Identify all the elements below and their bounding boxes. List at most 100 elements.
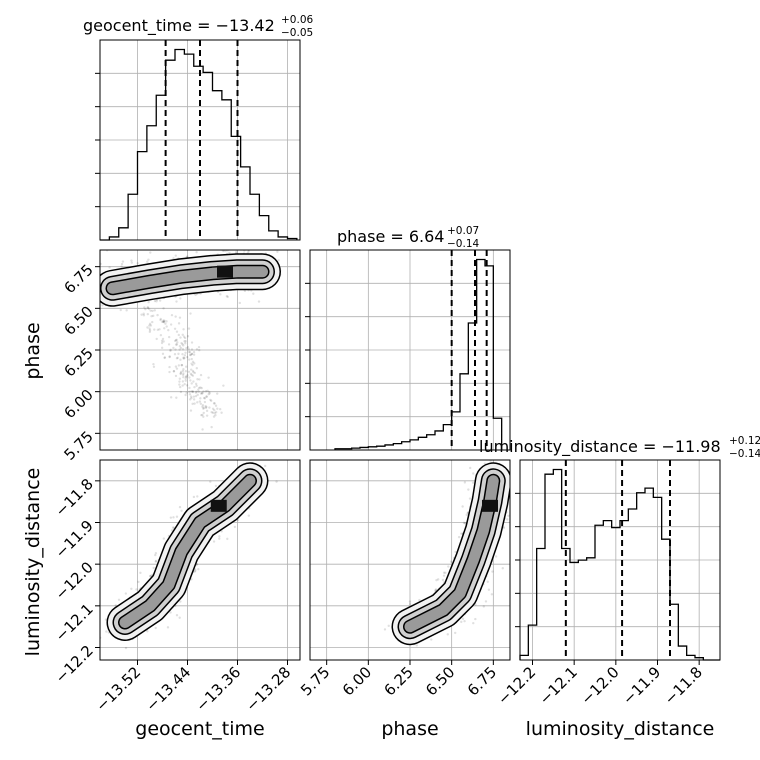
scatter-point [172,370,176,373]
xtick-label-geocent_time-0: −13.52 [92,663,144,715]
scatter-point [174,365,178,368]
scatter-point [188,390,191,394]
scatter-point [203,400,207,404]
scatter-point [181,380,185,383]
scatter-point [163,356,167,359]
scatter-point [238,301,241,305]
ytick-label-luminosity_distance-0: −12.2 [52,642,97,687]
scatter-point [195,384,198,387]
scatter-point [184,340,187,343]
scatter-point [139,571,142,575]
scatter-point [437,578,440,581]
scatter-point [192,371,195,374]
scatter-point [199,402,203,405]
scatter-point [161,320,165,324]
scatter-point [174,338,178,342]
scatter-point [193,570,196,573]
scatter-point [190,341,194,344]
scatter-point [193,371,197,375]
scatter-point [202,415,205,418]
scatter-point [515,487,517,489]
scatter-point [191,402,194,406]
scatter-point [175,338,178,342]
scatter-point [183,354,187,357]
scatter-point [189,372,193,375]
scatter-point [180,363,184,367]
scatter-point [184,377,187,380]
scatter-point [137,580,140,584]
scatter-point [463,481,467,484]
scatter-point [172,369,176,373]
scatter-point [108,266,111,269]
scatter-point [201,405,204,409]
scatter-point [387,624,390,628]
scatter-point [214,411,218,414]
scatter-point [156,313,159,317]
scatter-point [179,370,183,374]
xlabel-geocent-time: geocent_time [135,718,264,740]
scatter-point [408,600,412,603]
scatter-point [175,330,179,333]
scatter-point [168,370,171,374]
scatter-point [178,380,181,383]
xtick-label-luminosity_distance-3: −11.9 [619,663,664,708]
density-peak [482,499,498,512]
scatter-point [194,394,198,398]
scatter-point [147,300,150,304]
scatter-point [192,395,196,398]
scatter-point [140,313,143,316]
scatter-point [162,307,165,310]
scatter-point [196,495,199,498]
scatter-point [196,401,199,404]
scatter-point [179,390,183,394]
scatter-point [114,604,117,607]
scatter-point [205,405,208,409]
scatter-point [154,560,158,563]
scatter-point [163,319,166,323]
scatter-point [191,374,195,377]
scatter-point [256,247,258,249]
scatter-point [144,308,147,311]
scatter-point [191,390,194,393]
scatter-point [207,392,210,396]
scatter-point [487,588,491,591]
scatter-point [186,246,188,248]
scatter-point [182,335,186,338]
scatter-point [211,407,215,410]
scatter-point [209,398,212,402]
scatter-point [146,326,149,329]
scatter-point [190,357,193,361]
histogram-luminosity_distance [519,468,720,661]
scatter-point [175,515,179,518]
scatter-point [153,299,157,303]
scatter-point [188,398,192,401]
scatter-point [162,537,166,540]
scatter-point [202,406,205,410]
scatter-point [460,532,463,535]
scatter-point [181,348,185,351]
scatter-point [210,425,213,429]
scatter-point [160,339,164,342]
scatter-point [181,353,184,356]
histogram-layer [100,40,720,661]
scatter-point [178,385,182,389]
scatter-point [152,362,155,366]
scatter-point [191,369,195,373]
scatter-point [177,322,181,325]
scatter-point [152,314,155,318]
scatter-point [208,390,211,394]
title-phase-minus: −0.14 [447,238,479,250]
scatter-point [172,257,175,260]
ytick-label-luminosity_distance-2: −12.0 [52,558,97,603]
scatter-point [147,258,150,261]
scatter-point [170,313,174,317]
ytick-label-luminosity_distance-4: −11.8 [52,475,97,520]
scatter-point [130,587,133,590]
scatter-point [164,322,167,325]
scatter-point [186,374,189,377]
scatter-point [178,383,181,386]
scatter-point [263,464,267,468]
scatter-point [179,336,182,339]
scatter-point [192,380,195,383]
